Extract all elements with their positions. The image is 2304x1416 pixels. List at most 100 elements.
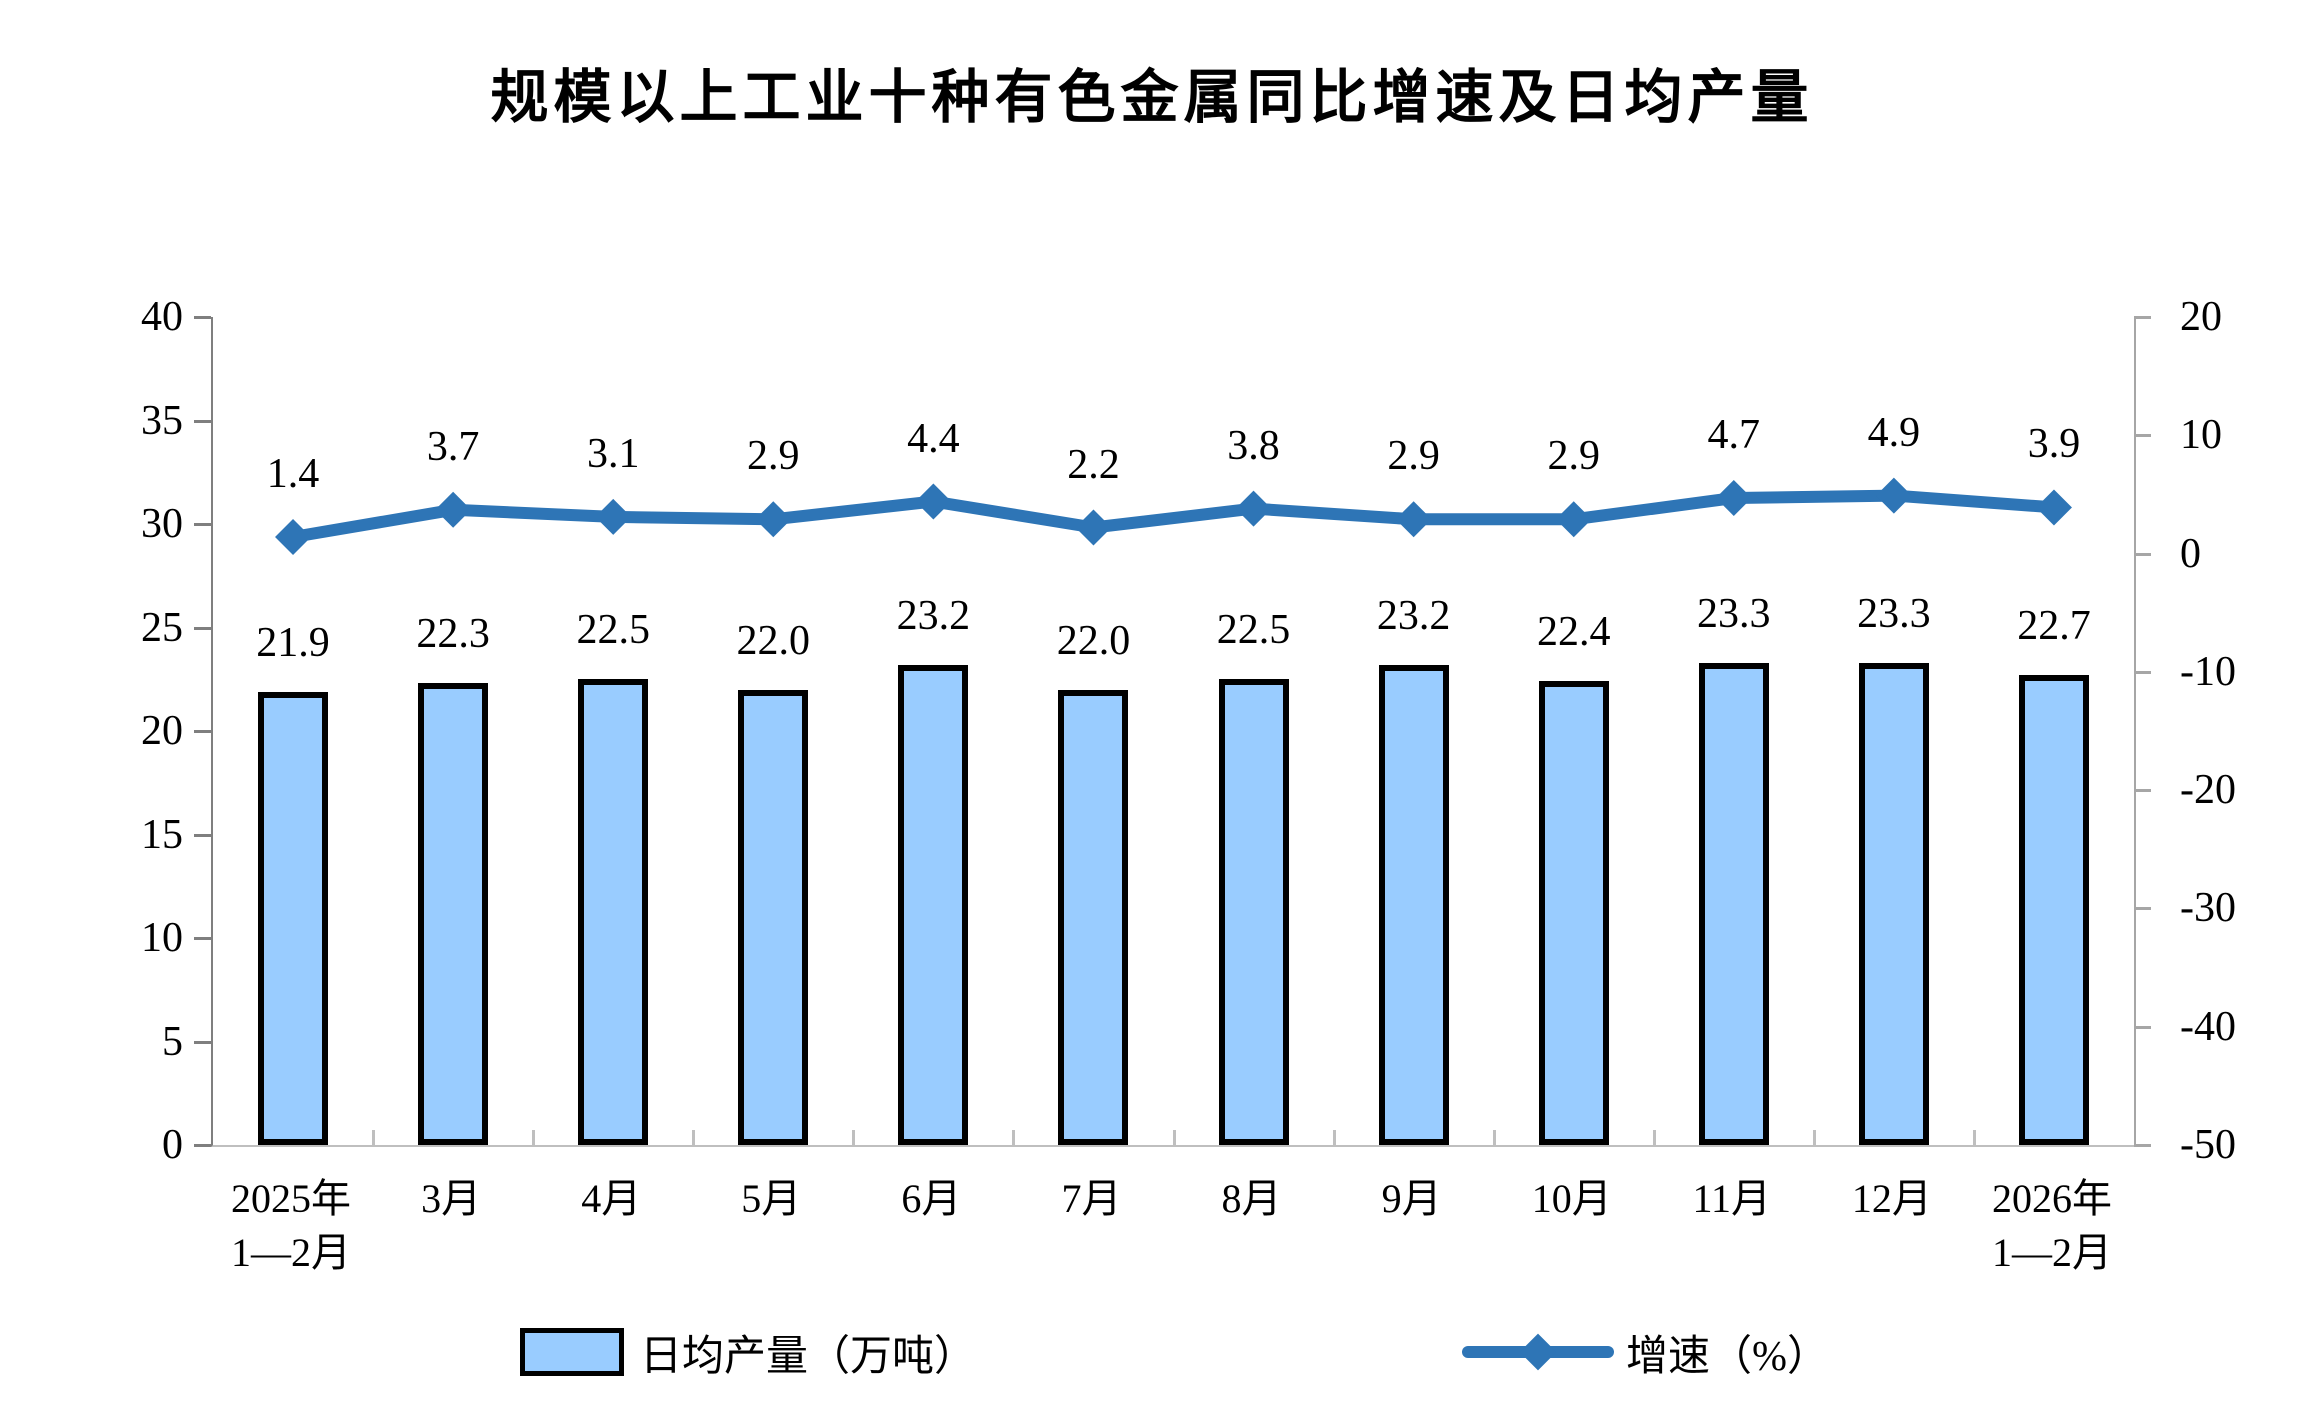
bar-value-label: 23.3 <box>1857 590 1931 637</box>
left-axis-tick <box>194 523 211 526</box>
bar <box>258 691 329 1145</box>
bar-value-label: 22.7 <box>2017 603 2091 650</box>
line-value-label: 3.7 <box>426 423 480 470</box>
line-value-label: 4.4 <box>907 415 960 462</box>
x-axis-tick <box>692 1130 696 1145</box>
legend-item-bar: 日均产量（万吨） <box>520 1324 976 1380</box>
right-axis-tick-label: -10 <box>2180 648 2236 695</box>
line-value-label: 2.9 <box>1547 433 1600 480</box>
bar-value-label: 22.0 <box>1056 617 1131 664</box>
line-marker-diamond-icon <box>1875 477 1912 514</box>
x-axis-category-label: 4月 <box>581 1176 642 1221</box>
left-axis-tick-label: 30 <box>141 501 183 547</box>
line-value-label: 3.8 <box>1227 422 1280 469</box>
left-axis-tick <box>194 730 211 733</box>
bar-value-label: 21.9 <box>256 619 330 666</box>
bar-value-label: 22.5 <box>1216 607 1291 654</box>
x-axis-category-label: 5月 <box>741 1176 802 1221</box>
x-axis-tick <box>1812 1130 1816 1145</box>
line-value-label: 2.2 <box>1067 441 1120 488</box>
line-marker-diamond-icon <box>1235 490 1272 527</box>
bar-value-label: 23.3 <box>1697 590 1771 637</box>
right-axis-tick <box>2134 1144 2151 1147</box>
x-axis-tick <box>1012 1130 1016 1145</box>
x-axis-tick <box>1332 1130 1336 1145</box>
left-axis-tick <box>194 1144 211 1147</box>
chart-title: 规模以上工业十种有色金属同比增速及日均产量 <box>490 65 1814 130</box>
line-marker-diamond-icon <box>915 483 952 520</box>
x-axis-tick <box>532 1130 536 1145</box>
legend-line-swatch-icon <box>1462 1328 1614 1376</box>
right-axis-tick-label: -30 <box>2180 885 2236 932</box>
legend-bar-label: 日均产量（万吨） <box>640 1333 977 1380</box>
right-axis-tick <box>2134 1025 2151 1029</box>
line-marker-diamond-icon <box>1075 509 1112 546</box>
bar <box>1058 689 1129 1145</box>
bar-value-label: 23.2 <box>1376 592 1451 639</box>
line-marker-diamond-icon <box>1555 501 1592 538</box>
right-axis-tick <box>2134 316 2151 319</box>
bar <box>418 683 489 1145</box>
x-axis-tick <box>372 1130 376 1145</box>
line-path <box>287 489 2060 543</box>
bar-value-label: 22.4 <box>1536 609 1611 656</box>
growth-line-layer <box>275 477 2072 556</box>
bar-value-label: 22.5 <box>576 607 650 654</box>
x-axis-category-label: 12月 <box>1851 1176 1932 1221</box>
bar <box>1698 662 1769 1145</box>
bar-value-label: 22.3 <box>416 611 490 658</box>
left-axis-tick-label: 25 <box>141 604 183 651</box>
bar <box>1858 662 1929 1145</box>
line-marker-diamond-icon <box>2035 489 2072 526</box>
line-value-label: 4.7 <box>1707 411 1761 458</box>
bar <box>738 689 809 1145</box>
x-axis-category-label: 6月 <box>901 1176 962 1221</box>
x-axis-tick <box>1492 1130 1496 1145</box>
line-value-label: 2.9 <box>747 433 800 480</box>
right-axis-tick <box>2134 907 2151 911</box>
x-axis-category-label: 2026年 1—2月 <box>1991 1176 2112 1275</box>
left-axis-tick <box>194 1040 211 1044</box>
left-axis-tick <box>194 626 211 630</box>
legend-item-line: 增速（%） <box>1462 1324 1829 1380</box>
left-axis-tick-label: 20 <box>141 708 183 754</box>
right-axis-tick-label: -20 <box>2180 767 2236 814</box>
bar <box>898 664 969 1145</box>
bar <box>2018 675 2089 1145</box>
bar <box>1378 664 1449 1145</box>
right-axis-tick <box>2134 552 2151 556</box>
right-axis-tick <box>2134 789 2151 793</box>
x-axis-category-label: 2025年 1—2月 <box>231 1176 352 1275</box>
x-axis-category-label: 8月 <box>1221 1176 1282 1221</box>
left-axis-tick-label: 10 <box>141 915 183 961</box>
legend-line-label: 增速（%） <box>1626 1333 1829 1380</box>
legend-diamond-icon <box>1519 1333 1557 1371</box>
line-value-label: 1.4 <box>266 451 320 497</box>
line-marker-diamond-icon <box>435 491 472 528</box>
line-marker-diamond-icon <box>1715 479 1752 516</box>
line-value-label: 4.9 <box>1867 409 1921 456</box>
left-axis-tick-label: 40 <box>141 294 183 340</box>
bar <box>1218 679 1289 1145</box>
x-axis-category-label: 10月 <box>1531 1176 1612 1221</box>
x-axis-tick <box>1172 1130 1176 1145</box>
left-axis-tick-label: 35 <box>141 397 183 444</box>
x-axis-category-label: 9月 <box>1381 1176 1442 1221</box>
left-axis-tick-label: 15 <box>141 811 183 858</box>
line-marker-diamond-icon <box>1395 501 1432 538</box>
x-axis-tick <box>1972 1130 1976 1145</box>
line-marker-diamond-icon <box>755 501 792 538</box>
bar <box>578 679 649 1145</box>
line-marker-diamond-icon <box>595 498 632 535</box>
line-marker-diamond-icon <box>275 519 312 556</box>
x-axis-tick <box>852 1130 856 1145</box>
left-axis-tick <box>194 937 211 940</box>
line-value-label: 3.9 <box>2027 421 2081 468</box>
right-axis-tick-label: 20 <box>2180 294 2222 340</box>
right-axis-tick-label: 10 <box>2180 412 2222 459</box>
line-value-label: 2.9 <box>1387 433 1440 480</box>
bar-value-label: 22.0 <box>736 617 811 664</box>
line-value-label: 3.1 <box>586 430 640 477</box>
x-axis-category-label: 7月 <box>1061 1176 1122 1221</box>
